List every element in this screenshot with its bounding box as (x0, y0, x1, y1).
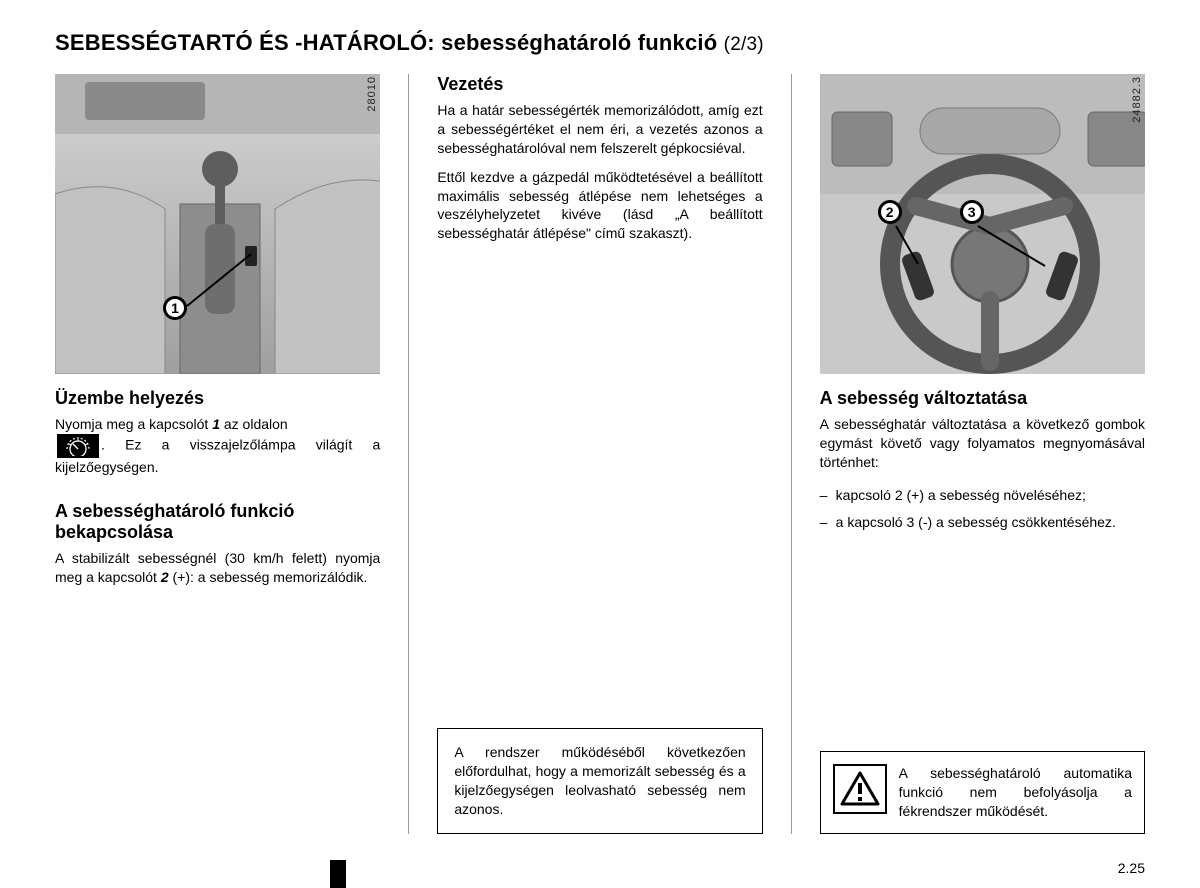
column-3: 24882.3 2 3 A sebesség változtatása A se… (820, 74, 1145, 834)
column-separator-1 (408, 74, 409, 834)
page-number: 2.25 (1118, 860, 1145, 876)
heading-drive: Vezetés (437, 74, 762, 95)
title-sub: sebességhatároló funkció (441, 30, 717, 55)
callout-2: 2 (878, 200, 902, 224)
title-main: SEBESSÉGTARTÓ ÉS -HATÁROLÓ: (55, 30, 435, 55)
callout-3: 3 (960, 200, 984, 224)
manual-page: SEBESSÉGTARTÓ ÉS -HATÁROLÓ: sebességhatá… (0, 0, 1200, 888)
callout-1: 1 (163, 296, 187, 320)
text-change: A sebességhatár változtatása a következő… (820, 415, 1145, 472)
heading-setup: Üzembe helyezés (55, 388, 380, 409)
text-setup: Nyomja meg a kapcsolót 1 az oldalon . Ez… (55, 415, 380, 477)
figure-2: 24882.3 2 3 (820, 74, 1145, 374)
page-title: SEBESSÉGTARTÓ ÉS -HATÁROLÓ: sebességhatá… (55, 30, 1145, 56)
figure-1-code: 28010 (366, 76, 378, 112)
warning-text: A sebességhatároló automatika funkció ne… (899, 764, 1132, 821)
heading-change: A sebesség változtatása (820, 388, 1145, 409)
column-separator-2 (791, 74, 792, 834)
bullet-list: – kapcsoló 2 (+) a sebesség növeléséhez;… (820, 486, 1145, 540)
title-pageref: (2/3) (724, 34, 764, 55)
speedometer-icon (57, 434, 99, 458)
column-1: 28010 1 Üzembe helyezés Nyomja meg a kap… (55, 74, 380, 834)
info-box: A rendszer működéséből következően előfo… (437, 728, 762, 834)
text-drive-1: Ha a határ sebességérték memorizálódott,… (437, 101, 762, 158)
text-activate: A stabilizált sebességnél (30 km/h felet… (55, 549, 380, 587)
figure-2-code: 24882.3 (1131, 76, 1143, 123)
thumb-tab (330, 860, 346, 888)
text-drive-2: Ettől kezdve a gázpedál működtetésével a… (437, 168, 762, 244)
list-item: – a kapcsoló 3 (-) a sebesség csökkentés… (820, 513, 1145, 532)
heading-activate: A sebességhatároló funkció bekapcsolása (55, 501, 380, 543)
warning-box: A sebességhatároló automatika funkció ne… (820, 751, 1145, 834)
list-item: – kapcsoló 2 (+) a sebesség növeléséhez; (820, 486, 1145, 505)
warning-icon (833, 764, 887, 814)
column-2: Vezetés Ha a határ sebességérték memoriz… (437, 74, 762, 834)
columns: 28010 1 Üzembe helyezés Nyomja meg a kap… (55, 74, 1145, 834)
figure-1: 28010 1 (55, 74, 380, 374)
